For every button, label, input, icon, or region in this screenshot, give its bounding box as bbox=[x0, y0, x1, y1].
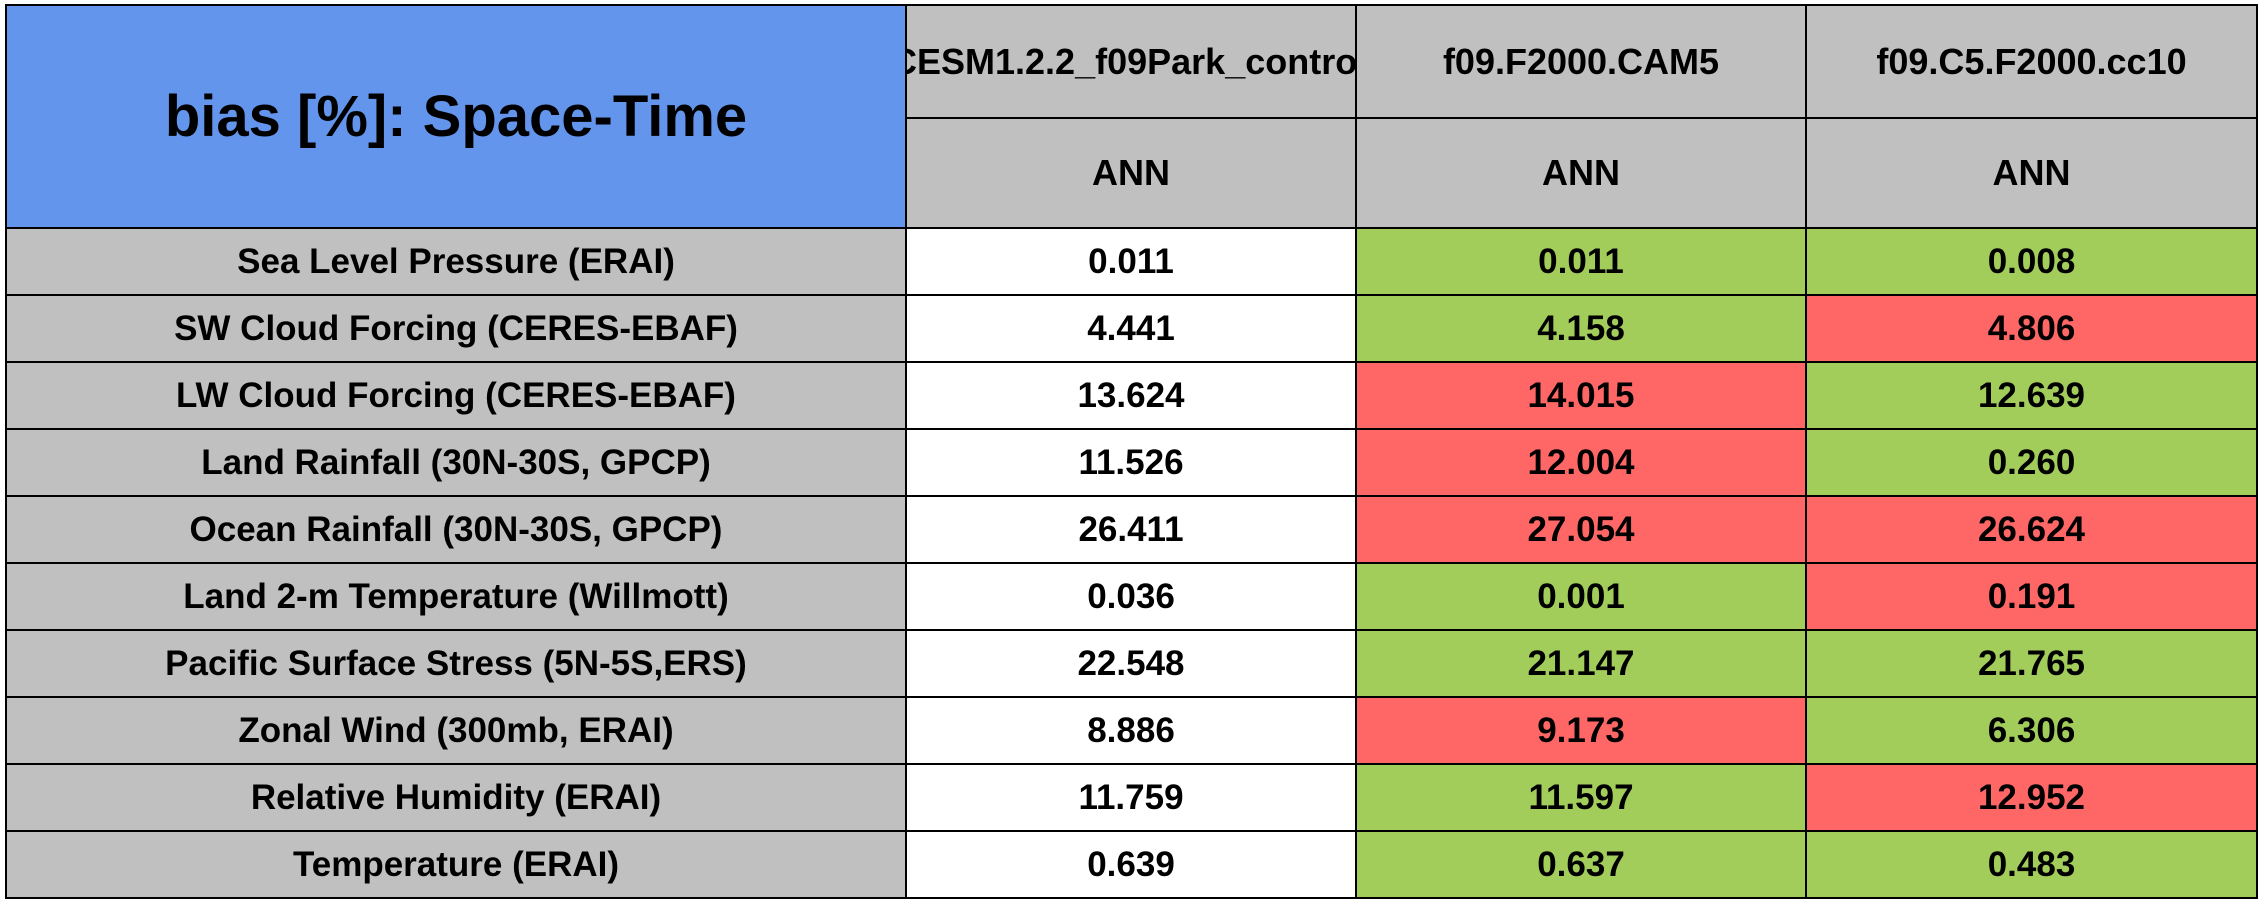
value-cell: 12.952 bbox=[1805, 763, 2258, 832]
table-body: Sea Level Pressure (ERAI) 0.011 0.011 0.008… bbox=[5, 227, 2258, 899]
value-cell: 22.548 bbox=[905, 629, 1357, 698]
value-cell: 0.011 bbox=[1355, 227, 1807, 296]
table-row: Pacific Surface Stress (5N-5S,ERS) 22.548… bbox=[5, 629, 2258, 698]
value-cell: 13.624 bbox=[905, 361, 1357, 430]
value-cell: 6.306 bbox=[1805, 696, 2258, 765]
table-row: LW Cloud Forcing (CERES-EBAF) 13.624 14.01… bbox=[5, 361, 2258, 430]
column-header-season-2: ANN bbox=[1355, 117, 1807, 229]
table-row: Sea Level Pressure (ERAI) 0.011 0.011 0.008 bbox=[5, 227, 2258, 296]
value-cell: 0.260 bbox=[1805, 428, 2258, 497]
table-row: Ocean Rainfall (30N-30S, GPCP) 26.411 27.0… bbox=[5, 495, 2258, 564]
value-cell: 26.411 bbox=[905, 495, 1357, 564]
value-cell: 0.191 bbox=[1805, 562, 2258, 631]
value-cell: 26.624 bbox=[1805, 495, 2258, 564]
value-cell: 14.015 bbox=[1355, 361, 1807, 430]
column-header-season-3: ANN bbox=[1805, 117, 2258, 229]
value-cell: 11.526 bbox=[905, 428, 1357, 497]
value-cell: 27.054 bbox=[1355, 495, 1807, 564]
row-label: Relative Humidity (ERAI) bbox=[5, 763, 907, 832]
column-header-run-3: f09.C5.F2000.cc10 bbox=[1805, 4, 2258, 119]
table-row: Zonal Wind (300mb, ERAI) 8.886 9.173 6.306 bbox=[5, 696, 2258, 765]
row-label: Land 2-m Temperature (Willmott) bbox=[5, 562, 907, 631]
header-row-seasons: ANN ANN ANN bbox=[6, 117, 2258, 229]
value-cell: 8.886 bbox=[905, 696, 1357, 765]
header-row-runs: bias [%]: Space-Time CESM1.2.2_f09Park_c… bbox=[5, 4, 2258, 229]
table-row: SW Cloud Forcing (CERES-EBAF) 4.441 4.158 4… bbox=[5, 294, 2258, 363]
row-label: Sea Level Pressure (ERAI) bbox=[5, 227, 907, 296]
column-header-run-1: CESM1.2.2_f09Park_control bbox=[905, 4, 1357, 119]
value-cell: 12.004 bbox=[1355, 428, 1807, 497]
column-header-run-2: f09.F2000.CAM5 bbox=[1355, 4, 1807, 119]
value-cell: 12.639 bbox=[1805, 361, 2258, 430]
value-cell: 0.008 bbox=[1805, 227, 2258, 296]
value-cell: 0.036 bbox=[905, 562, 1357, 631]
value-cell: 4.158 bbox=[1355, 294, 1807, 363]
value-cell: 9.173 bbox=[1355, 696, 1807, 765]
row-label: LW Cloud Forcing (CERES-EBAF) bbox=[5, 361, 907, 430]
bias-table: bias [%]: Space-Time CESM1.2.2_f09Park_c… bbox=[5, 4, 2258, 899]
value-cell: 0.637 bbox=[1355, 830, 1807, 899]
column-header-season-1: ANN bbox=[905, 117, 1357, 229]
table-title: bias [%]: Space-Time bbox=[5, 4, 907, 229]
row-label: Pacific Surface Stress (5N-5S,ERS) bbox=[5, 629, 907, 698]
row-label: SW Cloud Forcing (CERES-EBAF) bbox=[5, 294, 907, 363]
value-cell: 4.806 bbox=[1805, 294, 2258, 363]
value-cell: 4.441 bbox=[905, 294, 1357, 363]
value-cell: 11.597 bbox=[1355, 763, 1807, 832]
value-cell: 21.765 bbox=[1805, 629, 2258, 698]
table-row: Land Rainfall (30N-30S, GPCP) 11.526 12.00… bbox=[5, 428, 2258, 497]
value-cell: 0.639 bbox=[905, 830, 1357, 899]
row-label: Land Rainfall (30N-30S, GPCP) bbox=[5, 428, 907, 497]
table-row: Relative Humidity (ERAI) 11.759 11.597 12.9… bbox=[5, 763, 2258, 832]
value-cell: 21.147 bbox=[1355, 629, 1807, 698]
table-row: Temperature (ERAI) 0.639 0.637 0.483 bbox=[5, 830, 2258, 899]
value-cell: 11.759 bbox=[905, 763, 1357, 832]
row-label: Zonal Wind (300mb, ERAI) bbox=[5, 696, 907, 765]
row-label: Temperature (ERAI) bbox=[5, 830, 907, 899]
value-cell: 0.011 bbox=[905, 227, 1357, 296]
value-cell: 0.483 bbox=[1805, 830, 2258, 899]
row-label: Ocean Rainfall (30N-30S, GPCP) bbox=[5, 495, 907, 564]
bias-table-container: bias [%]: Space-Time CESM1.2.2_f09Park_c… bbox=[5, 4, 2258, 907]
table-row: Land 2-m Temperature (Willmott) 0.036 0.00… bbox=[5, 562, 2258, 631]
value-cell: 0.001 bbox=[1355, 562, 1807, 631]
